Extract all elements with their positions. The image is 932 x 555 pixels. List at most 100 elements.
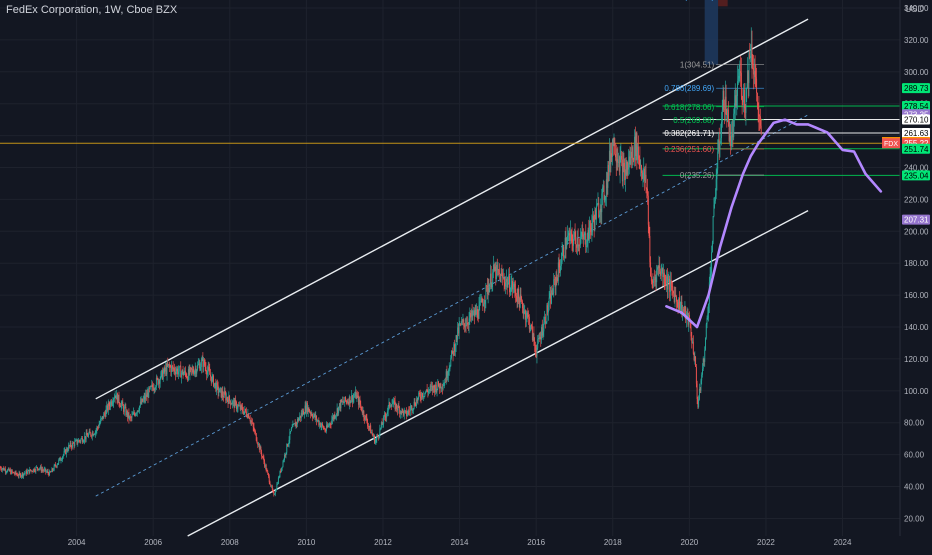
y-tick-label: 180.00 (904, 259, 929, 268)
candle-body (404, 411, 405, 416)
candle-body (382, 424, 383, 425)
candle-body (469, 318, 470, 325)
candle-body (112, 403, 113, 404)
candle-body (580, 238, 581, 244)
candle-body (522, 301, 523, 308)
candle-body (370, 425, 371, 433)
candle-body (58, 460, 59, 463)
candle-body (61, 460, 62, 461)
candle-body (639, 158, 640, 160)
candle-body (283, 460, 284, 461)
candle-body (505, 282, 506, 287)
candle-body (276, 484, 277, 489)
candle-body (277, 484, 278, 485)
candle-body (560, 266, 561, 271)
candle-body (450, 358, 451, 366)
candle-body (695, 356, 696, 366)
candle-body (194, 371, 195, 374)
candle-body (16, 474, 17, 475)
candle-body (498, 269, 499, 273)
candle-body (745, 88, 746, 112)
candle-body (72, 443, 73, 448)
y-tick-label: 140.00 (904, 323, 929, 332)
candle-body (132, 414, 133, 415)
candle-body (27, 471, 28, 474)
candle-body (37, 467, 38, 469)
candle-body (113, 399, 114, 403)
candle-body (726, 97, 727, 114)
currency-label[interactable]: USD (905, 4, 924, 14)
candle-body (410, 408, 411, 411)
candle-body (360, 405, 361, 407)
candle-body (17, 475, 18, 476)
candle-body (604, 185, 605, 200)
candle-body (68, 445, 69, 450)
candle-body (504, 277, 505, 282)
candle-body (713, 205, 714, 216)
candle-body (582, 232, 583, 236)
candle-body (427, 389, 428, 391)
candle-body (176, 371, 177, 374)
fib-label: 0.786(289.69) (664, 84, 714, 93)
candle-body (281, 468, 282, 472)
candle-body (690, 322, 691, 327)
candle-body (760, 116, 761, 125)
candle-body (171, 366, 172, 372)
candle-body (268, 473, 269, 476)
price-tag: 207.31 (904, 216, 929, 225)
candle-body (283, 461, 284, 467)
candle-body (643, 173, 644, 179)
candle-body (131, 418, 132, 419)
candle-body (513, 287, 514, 290)
candle-body (536, 348, 537, 357)
candle-body (262, 456, 263, 457)
candle-body (511, 285, 512, 292)
candle-body (155, 387, 156, 389)
candle-body (35, 467, 36, 471)
candle-body (212, 376, 213, 382)
candle-body (32, 470, 33, 471)
candle-body (172, 366, 173, 367)
candle-body (742, 96, 743, 100)
candle-body (261, 452, 262, 456)
candle-body (21, 476, 22, 477)
x-tick-label: 2008 (221, 538, 239, 547)
candle-body (497, 265, 498, 270)
candle-body (566, 244, 567, 249)
candle-body (673, 291, 674, 293)
candle-body (573, 239, 574, 246)
candle-body (664, 273, 665, 283)
candle-body (756, 79, 757, 93)
candle-body (651, 276, 652, 281)
candle-body (706, 324, 707, 337)
candle-body (152, 385, 153, 388)
candle-body (396, 404, 397, 409)
candle-body (34, 469, 35, 471)
candle-body (757, 93, 758, 107)
candle-body (313, 416, 314, 418)
candle-body (720, 138, 721, 143)
y-tick-label: 40.00 (904, 483, 925, 492)
candle-body (218, 392, 219, 393)
x-tick-label: 2018 (604, 538, 622, 547)
candle-body (94, 434, 95, 435)
candle-body (361, 406, 362, 410)
candle-body (55, 465, 56, 466)
candle-body (527, 313, 528, 315)
candle-body (83, 442, 84, 443)
candle-body (242, 407, 243, 411)
candle-body (248, 414, 249, 418)
candle-body (311, 414, 312, 417)
candle-body (273, 490, 274, 492)
candle-body (419, 393, 420, 395)
candle-body (62, 457, 63, 460)
candle-body (697, 384, 698, 399)
y-tick-label: 20.00 (904, 514, 925, 523)
candle-body (556, 277, 557, 287)
candle-body (135, 414, 136, 416)
candle-body (235, 400, 236, 402)
candle-body (207, 371, 208, 375)
candle-body (586, 246, 587, 247)
